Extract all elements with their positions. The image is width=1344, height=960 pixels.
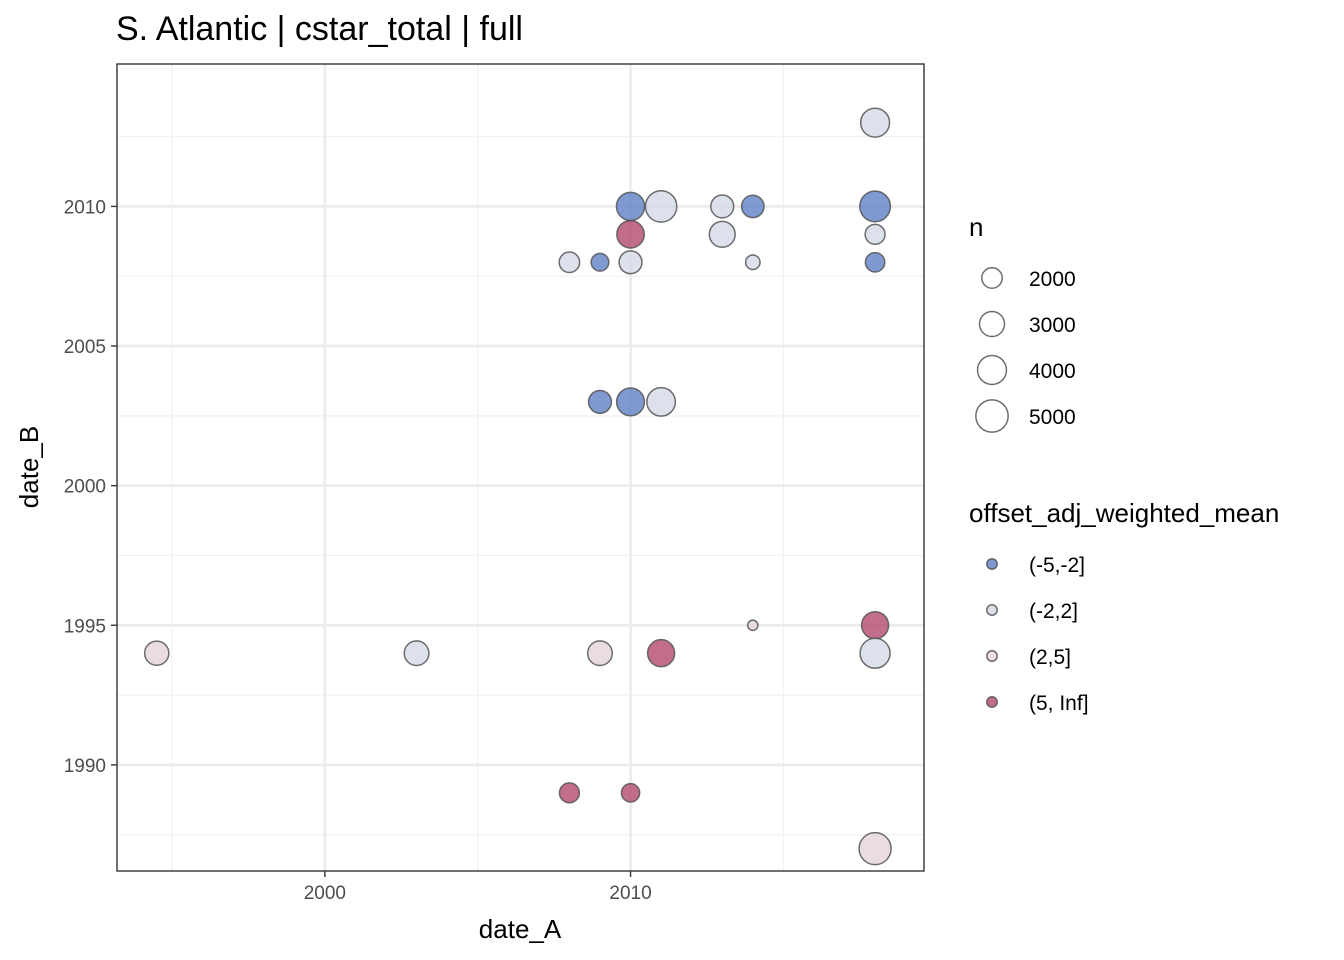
x-tick-label: 2000 <box>304 883 346 904</box>
color-legend-key <box>986 604 998 616</box>
data-point <box>859 190 892 223</box>
x-axis-title: date_A <box>479 914 562 944</box>
y-tick-label: 2005 <box>64 337 106 358</box>
color-legend-key <box>986 558 998 570</box>
data-point <box>746 619 759 632</box>
y-tick-label: 1990 <box>64 756 106 777</box>
data-point <box>590 252 610 272</box>
data-point <box>644 190 678 223</box>
data-point <box>708 220 736 249</box>
data-point <box>646 386 677 417</box>
size-legend-key <box>975 399 1009 433</box>
data-point <box>615 191 646 222</box>
data-point <box>618 250 643 275</box>
data-point <box>403 640 430 667</box>
color-legend-label: (-2,2] <box>1029 600 1078 623</box>
data-point <box>859 637 891 669</box>
data-point <box>858 831 892 866</box>
plot-panel: 2000 2010 1990 1995 2000 2005 2010 <box>64 63 925 904</box>
data-point <box>740 194 765 219</box>
chart-title: S. Atlantic | cstar_total | full <box>116 10 523 48</box>
size-legend-label: 3000 <box>1029 314 1076 337</box>
data-point <box>864 223 886 246</box>
data-point <box>620 782 641 803</box>
size-legend-key <box>978 310 1006 338</box>
color-legend-label: (-5,-2] <box>1029 554 1085 577</box>
data-point <box>860 611 890 640</box>
y-tick-label: 1995 <box>64 616 106 637</box>
size-legend-label: 5000 <box>1029 406 1076 429</box>
y-tick-label: 2010 <box>64 197 106 218</box>
data-point <box>710 194 735 219</box>
data-point <box>616 219 646 249</box>
x-tick-label: 2010 <box>609 883 651 904</box>
color-legend-key <box>986 696 998 708</box>
size-legend-key <box>976 354 1008 386</box>
panel-background <box>117 64 924 871</box>
data-point <box>615 387 646 417</box>
size-legend-title: n <box>969 212 983 242</box>
data-point <box>646 638 676 668</box>
panel-border <box>116 63 925 872</box>
data-point <box>558 782 581 804</box>
legend: n 2000 3000 4000 5000 offset_adj_weighted_mea… <box>969 212 1279 715</box>
color-legend-title: offset_adj_weighted_mean <box>969 498 1279 528</box>
size-legend-label: 4000 <box>1029 360 1076 383</box>
color-legend-label: (5, Inf] <box>1029 692 1089 715</box>
data-point <box>864 251 886 273</box>
data-point <box>859 107 891 138</box>
data-point <box>586 640 614 667</box>
color-legend-key <box>986 650 998 662</box>
data-point <box>143 640 170 667</box>
data-point <box>558 251 581 274</box>
data-point <box>744 254 761 271</box>
size-legend-key <box>981 267 1003 289</box>
y-tick-label: 2000 <box>64 477 106 498</box>
data-point <box>587 389 613 415</box>
size-legend-label: 2000 <box>1029 268 1076 291</box>
color-legend-label: (2,5] <box>1029 646 1071 669</box>
y-axis-title: date_B <box>14 426 44 508</box>
